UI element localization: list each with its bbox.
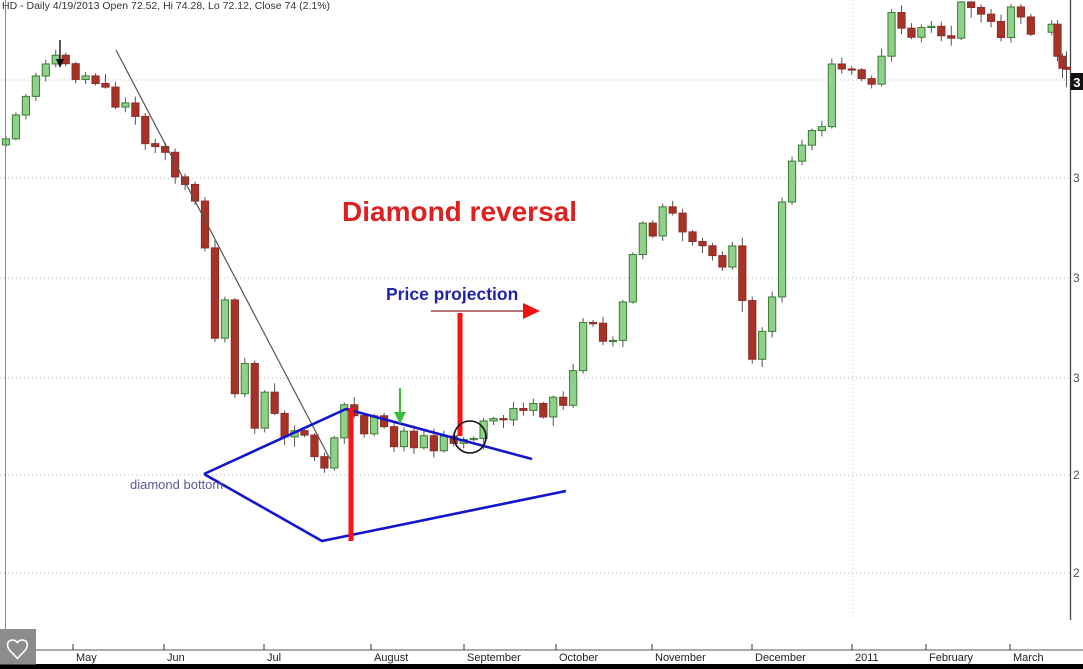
svg-text:HD - Daily 4/19/2013 Open 72.5: HD - Daily 4/19/2013 Open 72.52, Hi 74.2… — [2, 0, 330, 12]
svg-text:October: October — [559, 652, 598, 664]
svg-text:May: May — [76, 652, 97, 664]
svg-text:3: 3 — [1073, 371, 1080, 385]
svg-text:December: December — [755, 652, 806, 664]
svg-text:diamond bottom: diamond bottom — [130, 477, 223, 492]
svg-text:3: 3 — [1073, 271, 1080, 285]
svg-text:Diamond reversal: Diamond reversal — [342, 196, 577, 227]
svg-text:August: August — [374, 652, 408, 664]
svg-text:March: March — [1013, 652, 1044, 664]
svg-text:February: February — [929, 652, 974, 664]
svg-text:September: September — [467, 652, 521, 664]
svg-text:2: 2 — [1073, 566, 1080, 580]
svg-text:2011: 2011 — [855, 652, 879, 664]
svg-text:3: 3 — [1073, 75, 1080, 90]
svg-text:2: 2 — [1073, 468, 1080, 482]
svg-text:3: 3 — [1073, 171, 1080, 185]
svg-text:Price projection: Price projection — [386, 284, 518, 304]
svg-text:Jul: Jul — [267, 652, 281, 664]
svg-text:Jun: Jun — [167, 652, 185, 664]
svg-text:November: November — [655, 652, 706, 664]
